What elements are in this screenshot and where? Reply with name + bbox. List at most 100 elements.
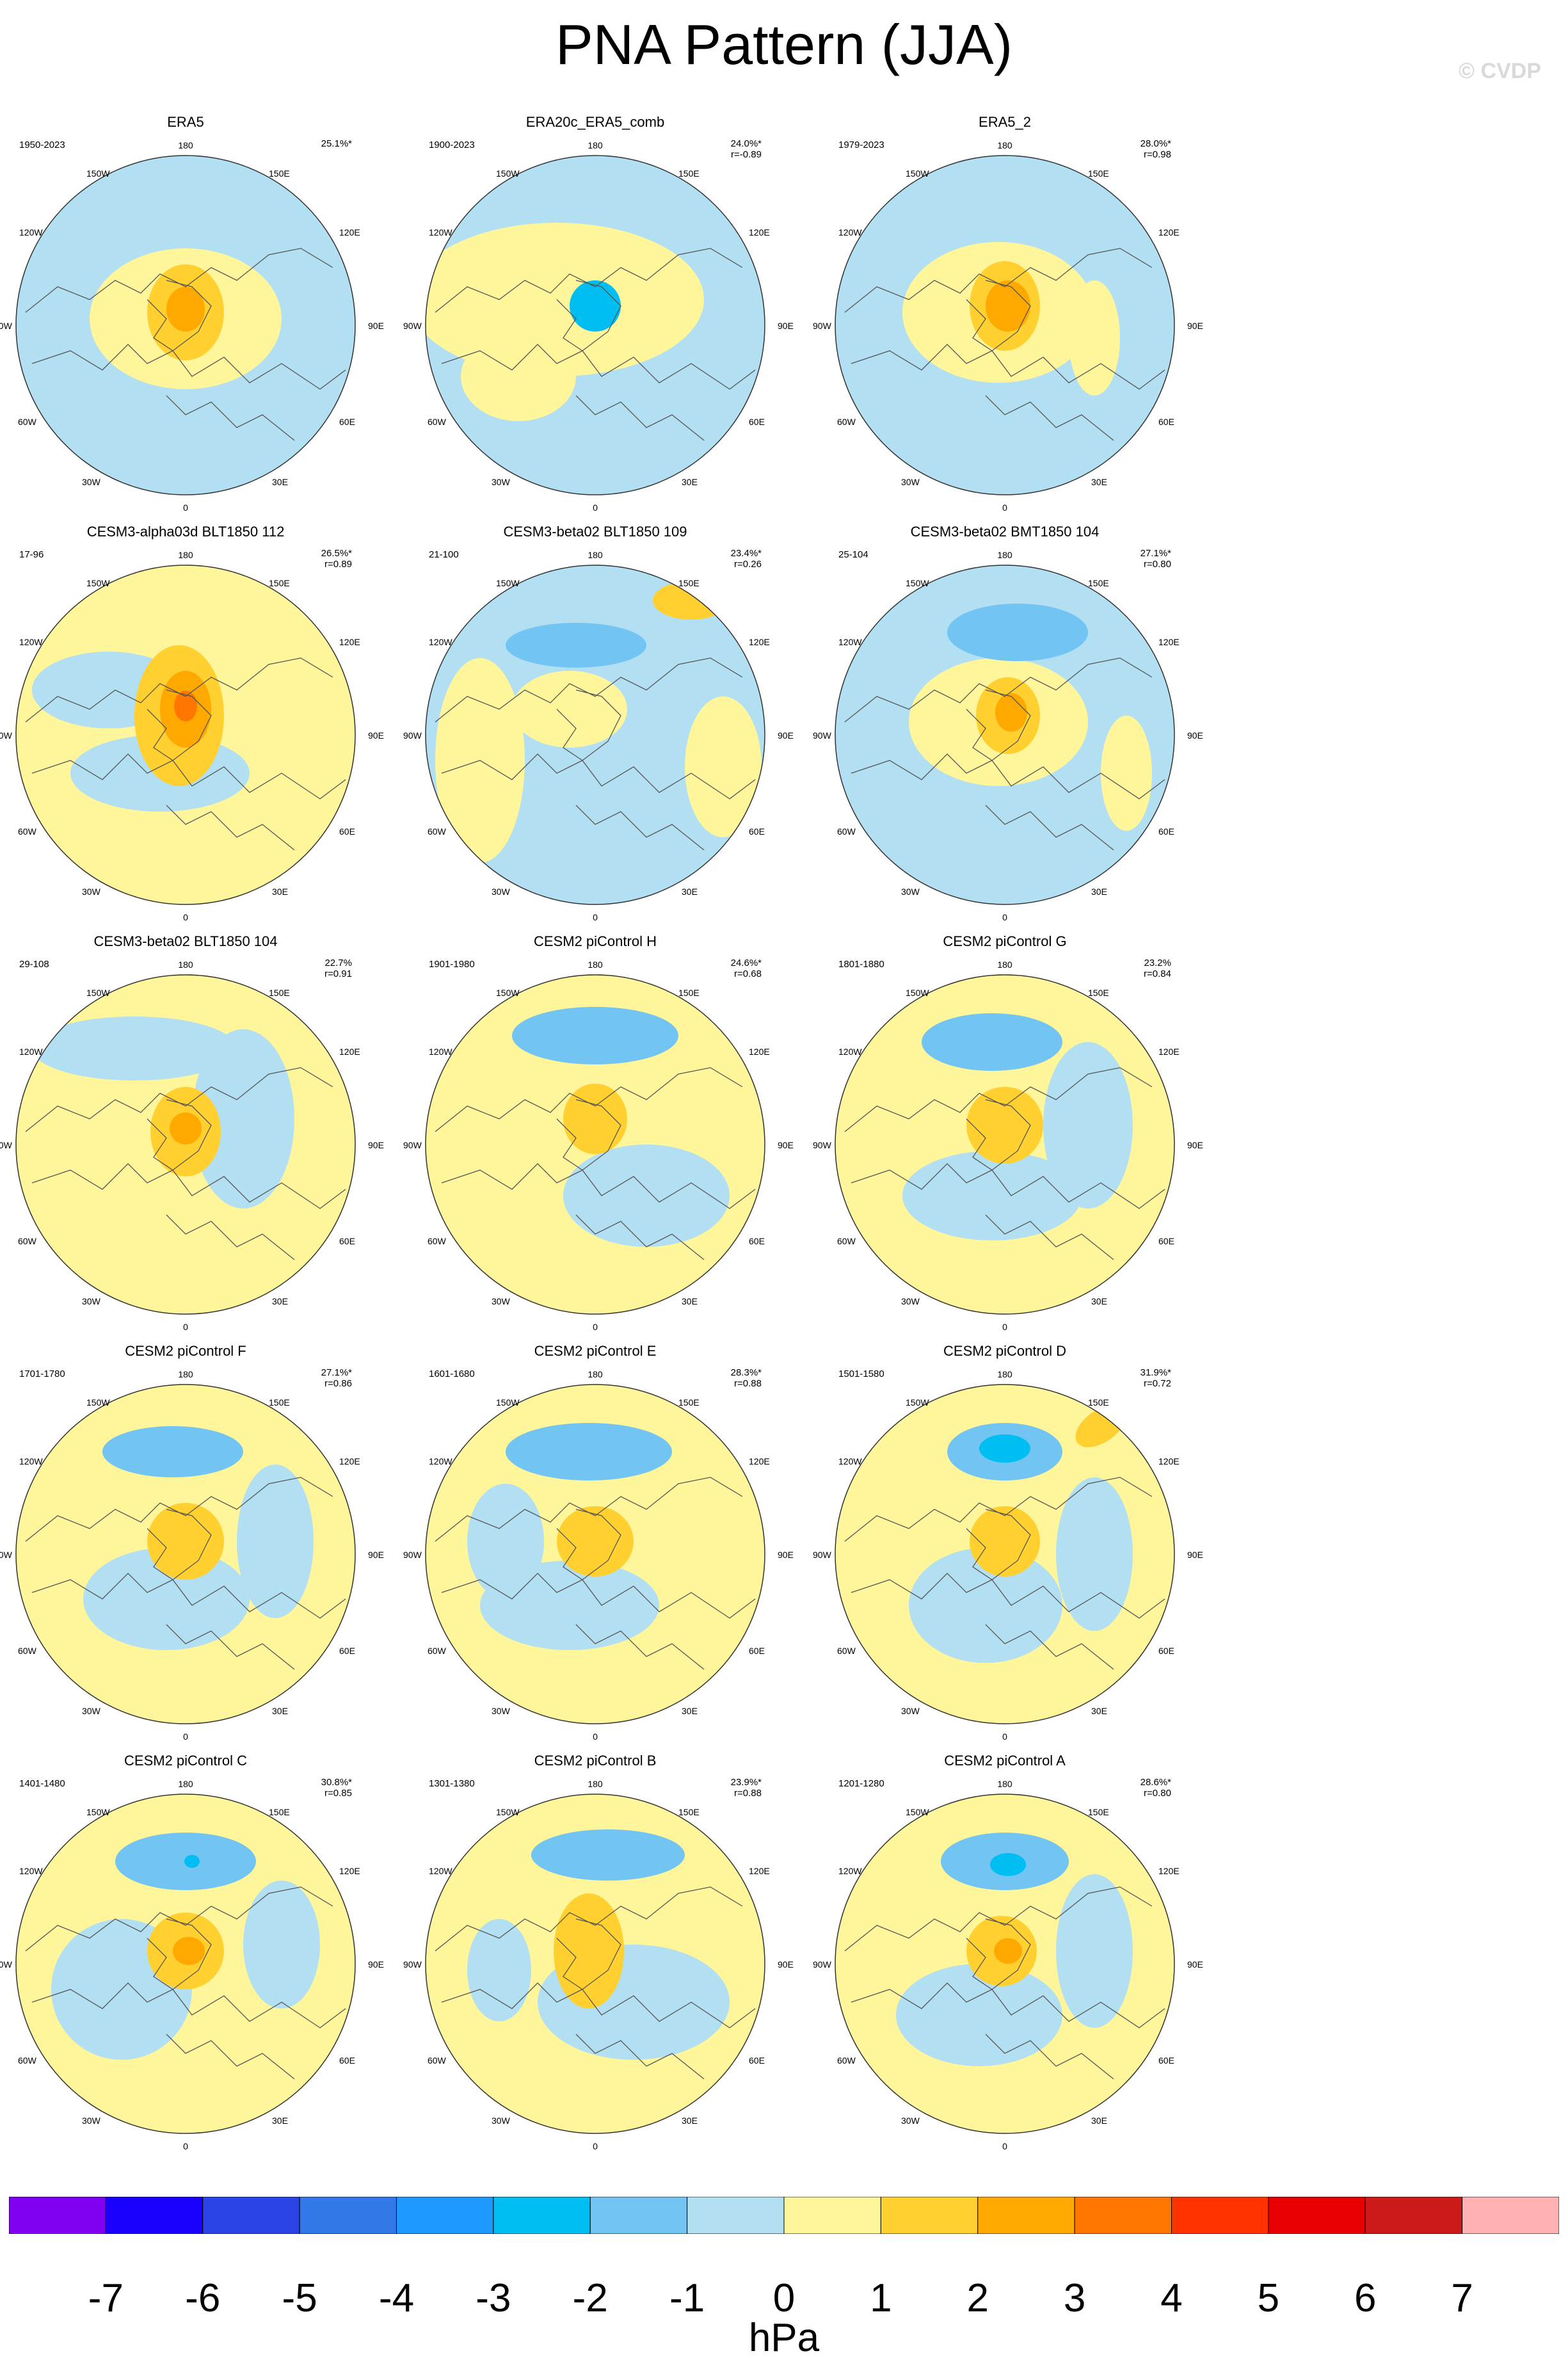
colorbar-swatch [687, 2197, 785, 2234]
map-boundary [15, 974, 356, 1315]
map-panel: 180 0 90W 90E 150W 120W 60W 30W 150E 120E 60E 30E CE… [803, 933, 1206, 1343]
longitude-label: 150W [906, 1807, 929, 1817]
longitude-label: 30E [682, 1296, 698, 1306]
negative-anomaly-core [506, 623, 646, 668]
longitude-label: 120W [429, 1866, 452, 1876]
longitude-label: 120E [1158, 1456, 1180, 1466]
longitude-label: 180 [178, 550, 193, 560]
longitude-label: 90E [1187, 1959, 1203, 1970]
longitude-label: 120W [19, 1456, 43, 1466]
longitude-label: 30E [1091, 887, 1107, 897]
positive-anomaly-peak [174, 691, 197, 721]
longitude-label: 60E [749, 2055, 765, 2066]
longitude-label: 30W [901, 1296, 920, 1306]
longitude-label: 120E [749, 1047, 770, 1057]
panel-correlation: r=0.68 [734, 968, 762, 979]
panel-variance: 26.5%* r=0.89 [321, 548, 352, 570]
map-field [16, 975, 355, 1314]
negative-anomaly-core [506, 1423, 672, 1481]
panel-title: CESM2 piControl F [125, 1343, 246, 1359]
panel-correlation: r=0.86 [324, 1378, 352, 1389]
map-boundary [425, 974, 765, 1315]
map-boundary [425, 1384, 765, 1724]
map-boundary [15, 1384, 356, 1724]
longitude-label: 30E [272, 887, 288, 897]
longitude-label: 150E [1088, 1397, 1109, 1408]
polar-map: 180 0 90W 90E 150W 120W 60W 30W 150E 120E 60E 30E [813, 550, 1203, 922]
colorbar-units: hPa [748, 2316, 820, 2360]
map-panel: 180 0 90W 90E 150W 120W 60W 30W 150E 120E 60E 30E CE… [394, 524, 797, 933]
longitude-label: 60E [749, 826, 765, 837]
panel-years: 1801-1880 [838, 959, 884, 970]
longitude-label: 30E [272, 1296, 288, 1306]
coastline [966, 1509, 1031, 1580]
colorbar-swatch [589, 2197, 688, 2234]
coastline [441, 753, 756, 799]
polar-map: 180 0 90W 90E 150W 120W 60W 30W 150E 120E 60E 30E [403, 959, 794, 1332]
colorbar-tick-label: -7 [88, 2276, 124, 2320]
longitude-label: 90W [403, 1140, 422, 1150]
positive-anomaly-max [986, 280, 1030, 332]
longitude-label: 150E [678, 578, 700, 588]
longitude-label: 60W [428, 1646, 447, 1656]
coastline [966, 1918, 1031, 1990]
longitude-label: 30W [492, 477, 511, 487]
coastline [966, 1099, 1031, 1171]
map-panel: 180 0 90W 90E 150W 120W 60W 30W 150E 120E 60E 30E ER… [0, 114, 387, 524]
panel-variance: 23.2% r=0.84 [1144, 958, 1171, 979]
map-boundary [835, 1384, 1175, 1724]
panel-title: CESM2 piControl G [943, 933, 1067, 949]
map-panel: 180 0 90W 90E 150W 120W 60W 30W 150E 120E 60E 30E CE… [803, 1343, 1206, 1753]
negative-anomaly-core [570, 280, 621, 332]
longitude-label: 180 [588, 1779, 603, 1789]
negative-anomaly-region [237, 1465, 314, 1618]
longitude-label: 60W [428, 417, 447, 427]
longitude-label: 180 [997, 1369, 1012, 1379]
panel-variance: 24.0%* r=-0.89 [730, 138, 762, 160]
coastline [441, 344, 756, 390]
longitude-label: 30E [1091, 2115, 1107, 2126]
longitude-label: 90W [403, 1959, 422, 1970]
polar-map: 180 0 90W 90E 150W 120W 60W 30W 150E 120E 60E 30E [813, 1779, 1203, 2151]
longitude-label: 30W [82, 1296, 101, 1306]
longitude-label: 60E [339, 2055, 355, 2066]
longitude-label: 150E [269, 578, 290, 588]
panel-years: 1979-2023 [838, 140, 884, 150]
panel-title: ERA20c_ERA5_comb [525, 114, 665, 130]
colorbar-swatch [977, 2197, 1075, 2234]
colorbar-tick-label: -4 [378, 2276, 415, 2320]
coastline [575, 805, 705, 851]
longitude-label: 180 [588, 959, 603, 970]
map-boundary [425, 155, 765, 495]
map-field [426, 1385, 765, 1724]
negative-anomaly-core [922, 1013, 1062, 1071]
panel-variance: 23.4%* r=0.26 [730, 548, 762, 570]
longitude-label: 90E [778, 1140, 794, 1150]
longitude-label: 90E [368, 730, 384, 741]
coastline [851, 753, 1165, 799]
panel-variance: 28.6%* r=0.80 [1140, 1777, 1171, 1799]
longitude-label: 60W [428, 1236, 447, 1246]
longitude-label: 120W [429, 227, 452, 237]
longitude-label: 150E [1088, 988, 1109, 998]
longitude-label: 120W [838, 227, 862, 237]
longitude-label: 0 [1002, 1322, 1007, 1332]
polar-map: 180 0 90W 90E 150W 120W 60W 30W 150E 120E 60E 30E [0, 1779, 384, 2151]
panel-variance: 22.7% r=0.91 [324, 958, 352, 979]
negative-anomaly-core [947, 604, 1088, 661]
longitude-label: 90W [0, 1140, 13, 1150]
colorbar [9, 2197, 1559, 2234]
coastline [575, 1214, 705, 1260]
longitude-label: 150W [496, 1397, 520, 1408]
longitude-label: 120E [339, 1456, 360, 1466]
negative-anomaly-core [102, 1426, 243, 1477]
longitude-label: 30W [82, 887, 101, 897]
negative-anomaly-region [467, 1919, 531, 2021]
coastline [556, 689, 621, 761]
longitude-label: 120E [749, 1866, 770, 1876]
panel-years: 1901-1980 [429, 959, 475, 970]
colorbar-swatch [783, 2197, 881, 2234]
panel-years: 1950-2023 [19, 140, 65, 150]
longitude-label: 120E [749, 227, 770, 237]
panel-correlation: r=0.80 [1144, 559, 1171, 570]
